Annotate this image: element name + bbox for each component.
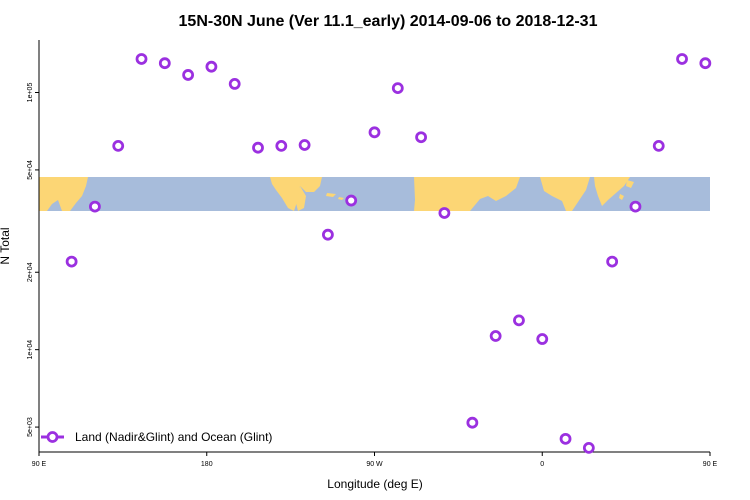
x-tick-label: 90 E xyxy=(703,461,718,468)
y-tick-label: 1e+04 xyxy=(27,340,34,360)
data-point xyxy=(345,194,358,207)
chart-title: 15N-30N June (Ver 11.1_early) 2014-09-06… xyxy=(179,13,598,30)
data-point xyxy=(629,200,642,213)
data-point xyxy=(182,69,195,81)
data-point xyxy=(513,314,525,327)
data-points xyxy=(65,53,712,454)
x-axis-label: Longitude (deg E) xyxy=(327,477,422,491)
legend-label: Land (Nadir&Glint) and Ocean (Glint) xyxy=(75,430,272,444)
data-point xyxy=(652,139,665,152)
data-point xyxy=(275,139,288,152)
data-point xyxy=(322,228,334,241)
data-point xyxy=(676,53,688,65)
data-point xyxy=(391,82,404,95)
x-tick-label: 90 E xyxy=(32,461,47,468)
x-tick-label: 180 xyxy=(201,461,213,468)
data-point xyxy=(65,255,78,268)
world-map-strip xyxy=(39,177,710,211)
data-point xyxy=(252,141,264,154)
data-point xyxy=(489,330,502,342)
data-point xyxy=(559,432,572,445)
data-point xyxy=(112,139,125,152)
legend: Land (Nadir&Glint) and Ocean (Glint) xyxy=(41,430,272,444)
data-point xyxy=(438,207,451,219)
legend-marker-swatch xyxy=(46,431,59,443)
data-point xyxy=(135,53,148,65)
data-point xyxy=(699,57,712,70)
y-tick-label: 5e+04 xyxy=(27,160,34,180)
y-tick-label: 5e+03 xyxy=(27,417,34,437)
data-point xyxy=(298,139,311,151)
data-point xyxy=(582,441,595,454)
data-point xyxy=(606,255,619,268)
data-point xyxy=(205,60,218,73)
data-point xyxy=(158,57,171,70)
data-point xyxy=(466,416,479,429)
data-point xyxy=(415,131,427,144)
y-axis-label: N Total xyxy=(0,227,12,264)
y-tick-label: 2e+04 xyxy=(27,262,34,282)
data-point xyxy=(368,126,381,139)
x-axis-ticks: 90 E 180 90 W 0 90 E xyxy=(32,452,718,468)
land-masses xyxy=(39,177,634,211)
y-tick-label: 1e+05 xyxy=(27,83,34,103)
data-point xyxy=(89,200,101,213)
x-tick-label: 0 xyxy=(540,461,544,468)
y-axis-ticks: 5e+03 1e+04 2e+04 5e+04 1e+05 xyxy=(27,83,39,437)
data-point xyxy=(228,77,241,90)
x-tick-label: 90 W xyxy=(366,461,383,468)
data-point xyxy=(536,333,549,345)
